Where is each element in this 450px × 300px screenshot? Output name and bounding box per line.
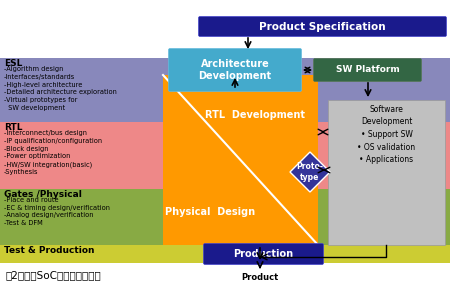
Bar [163, 75, 318, 245]
Text: SW Platform: SW Platform [336, 65, 400, 74]
FancyBboxPatch shape [198, 16, 446, 37]
Text: -Algorithm design
-Interfaces/standards
-High-level architecture
-Detailed archi: -Algorithm design -Interfaces/standards … [4, 66, 117, 111]
Text: RTL  Development: RTL Development [205, 110, 305, 120]
Text: -Place and route
-EC & timing design/verification
-Analog design/verification
-T: -Place and route -EC & timing design/ver… [4, 197, 110, 226]
Bar [0, 189, 450, 245]
Text: Architecture
Development: Architecture Development [198, 59, 271, 81]
Bar [0, 58, 450, 122]
FancyBboxPatch shape [168, 49, 302, 92]
Bar [0, 263, 450, 300]
Text: Test & Production: Test & Production [4, 246, 94, 255]
Text: Physical  Design: Physical Design [165, 207, 255, 217]
Text: -Interconnect/bus design
-IP qualification/configuration
-Block design
-Power op: -Interconnect/bus design -IP qualificati… [4, 130, 102, 175]
Text: RTL: RTL [4, 123, 22, 132]
Polygon shape [290, 152, 330, 192]
FancyBboxPatch shape [203, 244, 324, 265]
Text: Software
Development
• Support SW
• OS validation
• Applications: Software Development • Support SW • OS v… [357, 105, 415, 164]
Text: Product: Product [241, 273, 279, 282]
Polygon shape [318, 207, 336, 245]
Text: Production: Production [234, 249, 293, 259]
Text: Gates /Physical: Gates /Physical [4, 190, 82, 199]
FancyBboxPatch shape [314, 58, 422, 82]
Bar [0, 245, 450, 263]
Text: ESL: ESL [4, 59, 22, 68]
Text: 图2，典型SoC的新兴设计流程: 图2，典型SoC的新兴设计流程 [5, 270, 101, 280]
Bar [328, 100, 445, 245]
Text: Product Specification: Product Specification [259, 22, 386, 32]
Text: Proto-
type: Proto- type [297, 162, 324, 182]
Bar [0, 122, 450, 189]
